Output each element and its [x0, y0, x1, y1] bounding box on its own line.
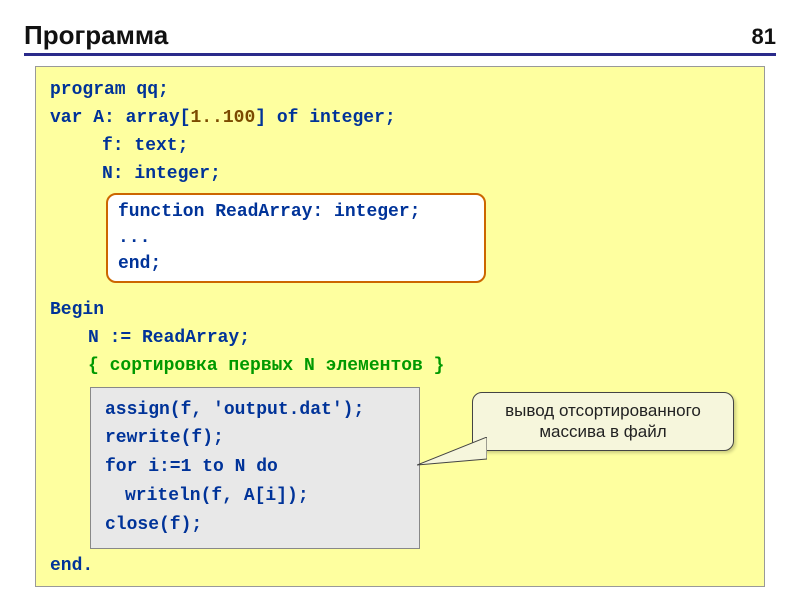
slide-header: Программа 81	[24, 20, 776, 56]
code-comment: { сортировка первых N элементов }	[50, 353, 750, 381]
callout-line: вывод отсортированного	[505, 401, 701, 420]
code-line: N := ReadArray;	[50, 325, 750, 353]
code-line: N: integer;	[50, 161, 750, 189]
code-line: assign(f, 'output.dat');	[105, 396, 405, 425]
code-line: end.	[50, 553, 750, 581]
code-line: var A: array[1..100] of integer;	[50, 105, 750, 133]
code-line: close(f);	[105, 511, 405, 540]
callout-tail-icon	[417, 437, 487, 473]
code-literal: 1..100	[190, 108, 255, 128]
code-line: writeln(f, A[i]);	[105, 482, 405, 511]
callout-line: массива в файл	[539, 422, 666, 441]
code-line: f: text;	[50, 133, 750, 161]
callout: вывод отсортированного массива в файл	[472, 392, 734, 451]
code-line: end;	[118, 251, 474, 277]
code-line: rewrite(f);	[105, 424, 405, 453]
code-line: Begin	[50, 297, 750, 325]
function-box: function ReadArray: integer; ... end;	[106, 193, 486, 283]
code-line: function ReadArray: integer;	[118, 199, 474, 225]
output-box: assign(f, 'output.dat'); rewrite(f); for…	[90, 387, 420, 549]
slide-title: Программа	[24, 20, 168, 51]
code-line: program qq;	[50, 77, 750, 105]
code-line: for i:=1 to N do	[105, 453, 405, 482]
code-block: program qq; var A: array[1..100] of inte…	[35, 66, 765, 587]
code-text: ] of integer;	[255, 108, 395, 128]
page-number: 81	[752, 24, 776, 50]
code-line: ...	[118, 225, 474, 251]
callout-body: вывод отсортированного массива в файл	[472, 392, 734, 451]
code-text: var A: array[	[50, 108, 190, 128]
